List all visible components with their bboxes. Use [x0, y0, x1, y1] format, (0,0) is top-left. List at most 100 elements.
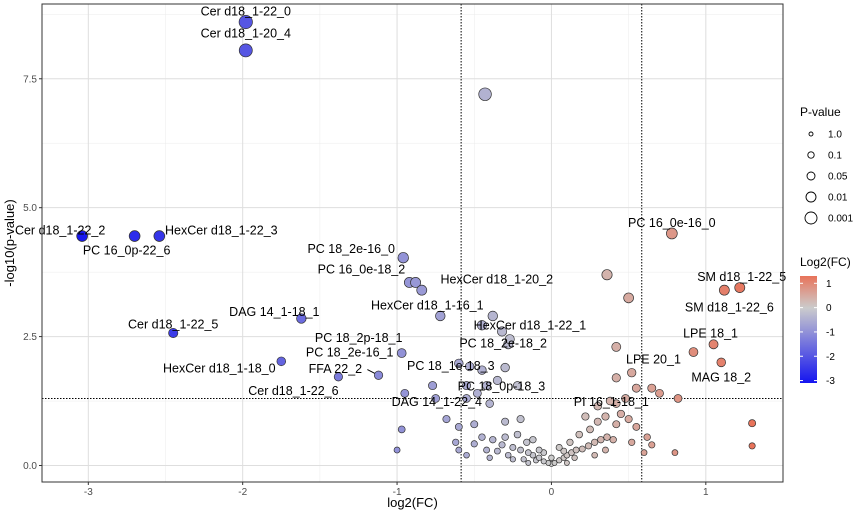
point-label: Cer d18_1-20_4 [201, 27, 291, 41]
point-label: SM d18_1-22_6 [685, 300, 774, 314]
point-label: PC 16_0p-22_6 [83, 243, 171, 257]
point-label: LPE 20_1 [626, 352, 681, 366]
size-legend-label: 1.0 [828, 130, 842, 141]
data-point [540, 458, 547, 465]
data-point [500, 362, 510, 373]
data-point [276, 356, 287, 367]
data-point [611, 342, 622, 352]
color-legend-label: 0 [826, 303, 832, 314]
size-legend-key [804, 211, 818, 225]
data-point [452, 438, 460, 446]
point-label: LPE 18_1 [683, 327, 738, 341]
data-point [716, 357, 726, 368]
data-point [555, 443, 563, 451]
data-point [431, 394, 440, 403]
data-point [483, 446, 490, 454]
data-point [591, 438, 599, 446]
data-point [525, 460, 532, 466]
data-point [498, 441, 506, 449]
size-legend-label: 0.1 [828, 151, 842, 162]
point-label: PC 16_0e-18_2 [318, 263, 406, 277]
data-point [671, 449, 679, 456]
data-point [631, 383, 641, 393]
data-point [612, 420, 621, 429]
data-point [748, 442, 756, 450]
point-label: Cer d18_1-22_5 [128, 317, 218, 331]
data-point [566, 438, 574, 446]
data-point [611, 373, 621, 383]
point-label: Cer d18_1-22_2 [15, 223, 105, 237]
data-point [601, 412, 610, 421]
size-legend-label: 0.05 [828, 172, 848, 183]
color-legend-label: -3 [826, 376, 835, 387]
size-legend-title: P-value [800, 105, 841, 119]
data-point [486, 454, 493, 461]
data-point [517, 446, 524, 454]
data-point [524, 449, 532, 456]
data-point [454, 422, 463, 431]
data-point [548, 454, 555, 461]
point-label: PC 18_0p-18_3 [458, 379, 546, 393]
y-tick-label: 7.5 [23, 74, 37, 85]
point-label: PC 18_2e-18_2 [459, 337, 547, 351]
data-point [627, 368, 637, 378]
data-point [509, 456, 516, 463]
size-legend-key [805, 191, 817, 203]
data-point [718, 284, 730, 296]
point-label: HexCer d18_1-20_2 [440, 272, 553, 286]
data-point [454, 358, 464, 369]
point-label: Cer d18_1-22_0 [201, 4, 291, 18]
data-point [591, 451, 598, 459]
data-point [535, 446, 543, 454]
point-label: PC 18_2p-18_1 [315, 331, 403, 345]
size-legend-key [808, 131, 814, 137]
data-point [435, 310, 446, 322]
data-point [578, 445, 586, 453]
point-label: MAG 18_2 [691, 371, 751, 385]
data-point [296, 313, 307, 324]
panel-border [41, 3, 784, 483]
data-point [628, 438, 636, 446]
data-point [624, 415, 633, 424]
data-point [593, 417, 602, 426]
data-point [501, 433, 509, 441]
y-tick-label: 5.0 [23, 203, 37, 214]
data-point [397, 252, 409, 264]
data-point [470, 440, 478, 448]
data-point [470, 420, 479, 429]
data-point [523, 438, 531, 446]
data-point [462, 394, 471, 403]
data-point [640, 449, 648, 456]
data-point [647, 383, 657, 393]
data-point [688, 347, 699, 357]
data-point [238, 43, 253, 58]
y-tick-label: 2.5 [23, 332, 37, 343]
data-point [621, 394, 630, 403]
x-tick-label: 1 [703, 487, 709, 498]
data-point [504, 451, 512, 459]
data-point [455, 446, 463, 454]
point-label: Cer d18_1-22_6 [248, 384, 338, 398]
data-point [748, 419, 757, 428]
data-point [601, 269, 613, 281]
data-point [478, 433, 486, 441]
x-tick-label: -1 [393, 487, 402, 498]
grid-lines [42, 4, 783, 482]
data-point [708, 339, 719, 350]
x-axis-title: log2(FC) [387, 495, 438, 510]
data-point [632, 422, 641, 431]
data-point [478, 87, 492, 101]
data-point [572, 446, 580, 454]
data-point [529, 436, 537, 444]
data-point [494, 447, 501, 455]
data-point [516, 415, 525, 424]
point-label: PC 18_1e-18_3 [407, 359, 495, 373]
data-point [513, 430, 522, 439]
point-label: HexCer d18_1-22_3 [165, 223, 278, 237]
data-point [616, 409, 625, 419]
data-point [373, 370, 384, 380]
color-legend-label: -2 [826, 352, 835, 363]
size-legend-key [807, 151, 815, 159]
data-point [597, 436, 605, 444]
pvalue-size-legend: P-value 1.0 0.1 0.05 0.01 0.001 [800, 105, 853, 225]
